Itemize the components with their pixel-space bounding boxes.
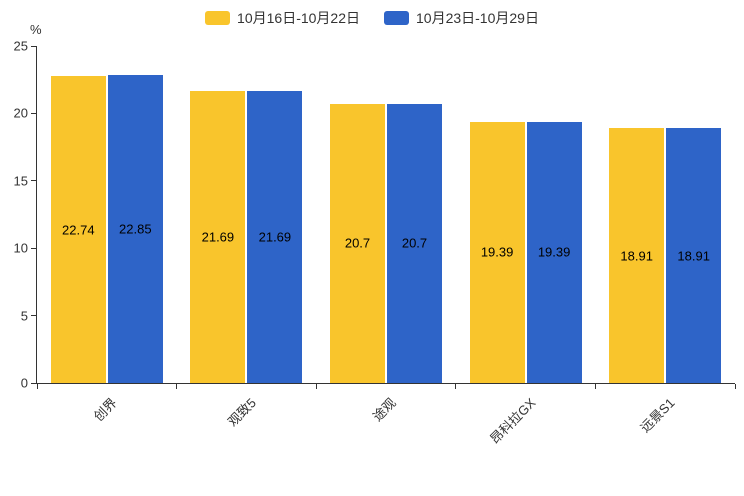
bar-value-label: 21.69 xyxy=(258,229,292,245)
bar-series1-远景S1: 18.91 xyxy=(609,128,665,383)
legend-label-series2: 10月23日-10月29日 xyxy=(416,10,539,26)
bar-value-label: 19.39 xyxy=(480,244,514,260)
bar-value-label: 21.69 xyxy=(201,229,235,245)
bar-series2-创界: 22.85 xyxy=(107,74,163,383)
y-axis-tick-label: 10 xyxy=(13,240,28,256)
bar-series2-途观: 20.7 xyxy=(387,103,442,383)
y-axis-tick-mark xyxy=(31,180,36,182)
bar-value-label: 19.39 xyxy=(537,244,571,260)
x-axis-tick-mark xyxy=(36,384,38,389)
x-axis-category-label: 创界 xyxy=(90,395,120,425)
x-axis-tick-mark xyxy=(176,384,178,389)
y-axis-tick-label: 25 xyxy=(13,38,28,54)
bar-value-label: 20.7 xyxy=(344,235,371,251)
y-axis-tick-mark xyxy=(31,247,36,249)
x-axis-tick-mark xyxy=(734,384,736,389)
x-axis-tick-mark xyxy=(455,384,457,389)
x-axis-category-label: 观致5 xyxy=(225,395,260,430)
y-axis-tick-mark xyxy=(31,382,36,384)
bar-series2-远景S1: 18.91 xyxy=(666,128,722,383)
legend-item-series2[interactable]: 10月23日-10月29日 xyxy=(384,8,539,28)
y-axis-tick-mark xyxy=(31,112,36,114)
y-axis-unit-label: % xyxy=(30,22,42,37)
y-axis-tick-label: 20 xyxy=(13,105,28,121)
bar-series2-昂科拉GX: 19.39 xyxy=(526,121,582,383)
x-axis-category-label: 途观 xyxy=(369,395,399,425)
legend-item-series1[interactable]: 10月16日-10月22日 xyxy=(205,8,360,28)
bar-value-label: 18.91 xyxy=(677,248,710,264)
bar-value-label: 22.74 xyxy=(62,222,95,238)
y-axis-tick-label: 5 xyxy=(20,308,28,324)
legend-swatch-yellow-icon xyxy=(205,11,231,25)
legend-swatch-blue-icon xyxy=(384,11,409,25)
bar-series2-观致5: 21.69 xyxy=(247,90,303,383)
bar-series1-观致5: 21.69 xyxy=(190,90,246,383)
y-axis-tick-mark xyxy=(31,45,36,47)
x-axis-tick-mark xyxy=(594,384,596,389)
x-axis-tick-mark xyxy=(315,384,317,389)
y-axis-tick-label: 0 xyxy=(20,375,28,391)
bar-value-label: 18.91 xyxy=(620,248,653,264)
bar-value-label: 22.85 xyxy=(119,221,152,237)
x-axis-category-label: 远景S1 xyxy=(637,395,678,436)
bar-series1-途观: 20.7 xyxy=(330,103,385,383)
bar-value-label: 20.7 xyxy=(401,235,428,251)
x-axis-category-label: 昂科拉GX xyxy=(486,395,539,447)
legend-label-series1: 10月16日-10月22日 xyxy=(237,10,360,26)
legend: 10月16日-10月22日 10月23日-10月29日 xyxy=(0,8,744,28)
y-axis-tick-mark xyxy=(31,315,36,317)
bar-series1-创界: 22.74 xyxy=(50,76,106,383)
y-axis-tick-label: 15 xyxy=(13,173,28,189)
plot-area: 0 5 10 15 20 25 22.74 22.85 创界 21.69 21.69 观致5 20.7 2… xyxy=(14,39,736,447)
bar-series1-昂科拉GX: 19.39 xyxy=(469,121,525,383)
